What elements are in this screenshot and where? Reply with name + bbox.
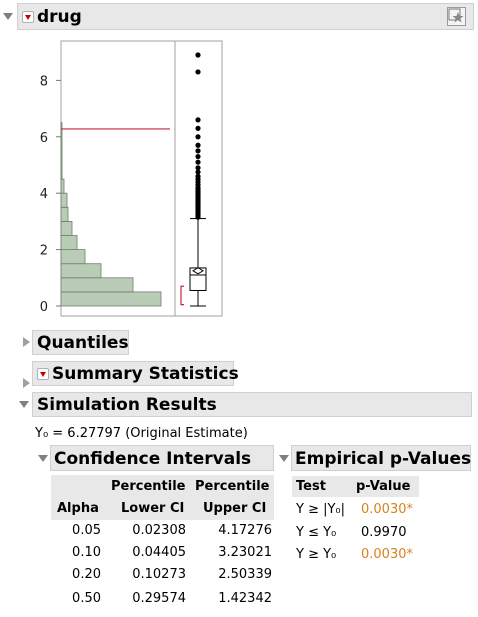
- drug-section-header: drug: [17, 3, 474, 30]
- ci-alpha-cell: 0.20: [72, 567, 101, 582]
- section-title: Empirical p-Values: [295, 449, 472, 469]
- pv-value-cell: 0.9970: [361, 525, 407, 540]
- histogram-bar: [60, 263, 102, 279]
- star-report-icon[interactable]: [447, 7, 466, 26]
- shortest-half-bracket: [180, 285, 184, 306]
- ci-upper-cell: 4.17276: [218, 523, 272, 538]
- ci-col-alpha: Alpha: [57, 501, 99, 516]
- mean-diamond: [192, 267, 204, 275]
- ci-table-header-bg: [51, 475, 274, 520]
- ci-alpha-cell: 0.10: [72, 545, 101, 560]
- original-estimate-label: Y₀ = 6.27797 (Original Estimate): [35, 426, 248, 441]
- pv-test-cell: Y ≤ Y₀: [296, 525, 337, 540]
- histogram-bar: [60, 220, 73, 236]
- outlier-point: [195, 117, 201, 123]
- ci-alpha-cell: 0.50: [72, 591, 101, 606]
- outlier-point: [195, 125, 201, 131]
- histogram-bar: [60, 206, 69, 222]
- ci-lower-cell: 0.04405: [132, 545, 186, 560]
- disclosure-open-icon[interactable]: [279, 455, 289, 462]
- section-title: Quantiles: [37, 333, 129, 353]
- ci-col-lower-bottom: Lower CI: [121, 501, 185, 516]
- histogram-bar: [60, 277, 134, 293]
- histogram-bar: [60, 192, 68, 208]
- outlier-point: [195, 165, 201, 171]
- outlier-point: [195, 148, 201, 154]
- pv-table-header-bg: [292, 476, 419, 497]
- section-title: Summary Statistics: [52, 364, 239, 384]
- y-tick-label: 2: [40, 244, 48, 259]
- histogram-bar: [60, 122, 63, 180]
- ci-col-lower-top: Percentile: [111, 479, 186, 494]
- disclosure-open-icon[interactable]: [3, 13, 13, 20]
- ci-lower-cell: 0.29574: [132, 591, 186, 606]
- section-title: Simulation Results: [37, 395, 217, 415]
- pv-test-cell: Y ≥ |Y₀|: [296, 502, 346, 517]
- empirical-p-values-header[interactable]: Empirical p-Values: [291, 445, 471, 471]
- ci-upper-cell: 2.50339: [218, 567, 272, 582]
- outlier-point: [195, 134, 201, 140]
- y-tick-label: 4: [40, 187, 48, 202]
- outlier-point: [195, 52, 201, 58]
- outlier-point: [195, 159, 201, 165]
- disclosure-closed-icon[interactable]: [23, 378, 31, 388]
- ci-lower-cell: 0.10273: [132, 567, 186, 582]
- y-tick-label: 6: [40, 131, 48, 146]
- pv-test-cell: Y ≥ Y₀: [296, 547, 337, 562]
- ci-col-upper-bottom: Upper CI: [203, 501, 267, 516]
- disclosure-closed-icon[interactable]: [23, 337, 31, 347]
- box-iqr: [189, 267, 207, 291]
- ci-alpha-cell: 0.05: [72, 523, 101, 538]
- pv-col-p-value: p-Value: [356, 479, 411, 494]
- pv-value-cell: 0.0030*: [361, 547, 413, 562]
- summary-statistics-header[interactable]: Summary Statistics: [32, 361, 239, 386]
- disclosure-open-icon[interactable]: [38, 455, 48, 462]
- outlier-point: [195, 169, 201, 175]
- y-tick-label: 0: [40, 300, 48, 315]
- disclosure-open-icon[interactable]: [19, 401, 29, 408]
- histogram-bar: [60, 235, 78, 250]
- red-triangle-menu-icon[interactable]: [37, 368, 49, 380]
- red-triangle-menu-icon[interactable]: [22, 11, 34, 23]
- pv-col-test: Test: [296, 479, 326, 494]
- distribution-plot: 0 2 4 6 8: [40, 40, 223, 317]
- quantiles-header[interactable]: Quantiles: [32, 330, 129, 355]
- histogram-bar: [60, 178, 65, 194]
- outlier-point: [195, 153, 201, 160]
- ci-lower-cell: 0.02308: [132, 523, 186, 538]
- pv-value-cell: 0.0030*: [361, 502, 413, 517]
- y-tick-label: 8: [40, 74, 48, 89]
- ci-col-upper-top: Percentile: [195, 479, 270, 494]
- ci-upper-cell: 1.42342: [218, 591, 272, 606]
- outlier-point: [195, 173, 201, 179]
- confidence-intervals-header[interactable]: Confidence Intervals: [50, 445, 274, 471]
- section-title: Confidence Intervals: [54, 449, 252, 469]
- outlier-point: [195, 69, 201, 75]
- ci-upper-cell: 3.23021: [218, 545, 272, 560]
- simulation-results-header[interactable]: Simulation Results: [32, 392, 472, 417]
- histogram-bar: [60, 249, 86, 265]
- section-title: drug: [37, 7, 82, 27]
- outlier-point: [195, 142, 201, 148]
- histogram-bar: [60, 291, 162, 307]
